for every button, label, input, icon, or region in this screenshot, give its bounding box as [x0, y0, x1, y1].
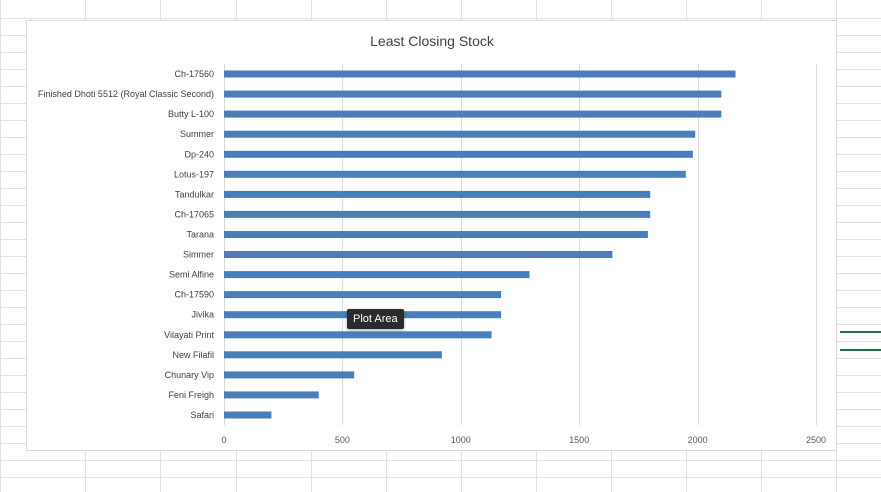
category-label: Ch-17065 — [174, 209, 214, 219]
bar[interactable] — [224, 251, 613, 258]
plot-area[interactable] — [224, 70, 736, 419]
bar[interactable] — [224, 331, 492, 339]
selection-border-bottom — [840, 349, 881, 351]
gridlines — [224, 64, 817, 425]
bar[interactable] — [224, 351, 442, 359]
category-label: Tarana — [186, 230, 214, 240]
category-label: Vilayati Print — [164, 330, 214, 340]
category-label: Safari — [190, 410, 214, 420]
bar[interactable] — [224, 371, 355, 379]
bar[interactable] — [224, 271, 530, 279]
x-tick-label: 1000 — [451, 435, 471, 445]
bar[interactable] — [224, 130, 696, 138]
bar[interactable] — [224, 391, 319, 399]
category-label: Ch-17590 — [174, 290, 214, 300]
bar[interactable] — [224, 411, 272, 419]
bar[interactable] — [224, 170, 686, 178]
chart-area[interactable]: Least Closing Stock Ch-17560 Finished Dho… — [26, 20, 837, 451]
chart-title: Least Closing Stock — [370, 33, 495, 49]
x-tick-label: 500 — [335, 435, 350, 445]
plot-area-tooltip: Plot Area — [347, 309, 404, 329]
category-label: Lotus-197 — [174, 169, 214, 179]
category-axis: Ch-17560 Finished Dhoti 5512 (Royal Class… — [38, 69, 215, 420]
bar[interactable] — [224, 210, 651, 218]
category-label: Semi Alfine — [169, 270, 214, 280]
category-label: Summer — [180, 129, 214, 139]
category-label: New Filafil — [172, 350, 214, 360]
category-label: Simmer — [183, 250, 214, 260]
x-tick-label: 1500 — [569, 435, 589, 445]
category-label: Dp-240 — [184, 149, 214, 159]
category-label: Ch-17560 — [174, 69, 214, 79]
bar[interactable] — [224, 231, 648, 238]
bar[interactable] — [224, 190, 651, 198]
bar[interactable] — [224, 70, 736, 78]
bar[interactable] — [224, 150, 693, 158]
bar[interactable] — [224, 90, 722, 98]
x-tick-label: 0 — [221, 435, 226, 445]
selection-border-top — [840, 331, 881, 333]
category-label: Tandulkar — [175, 189, 214, 199]
bar[interactable] — [224, 110, 722, 118]
x-tick-label: 2500 — [806, 435, 826, 445]
category-label: Jivika — [191, 310, 214, 320]
bar[interactable] — [224, 291, 502, 299]
category-label: Finished Dhoti 5512 (Royal Classic Secon… — [38, 89, 214, 99]
category-label: Chunary Vip — [165, 370, 214, 380]
category-label: Butty L-100 — [168, 109, 214, 119]
category-label: Feni Freigh — [168, 390, 214, 400]
x-tick-label: 2000 — [688, 435, 708, 445]
value-axis: 0 500 1000 1500 2000 2500 — [221, 435, 826, 445]
bar-chart[interactable]: Least Closing Stock Ch-17560 Finished Dho… — [27, 21, 838, 452]
